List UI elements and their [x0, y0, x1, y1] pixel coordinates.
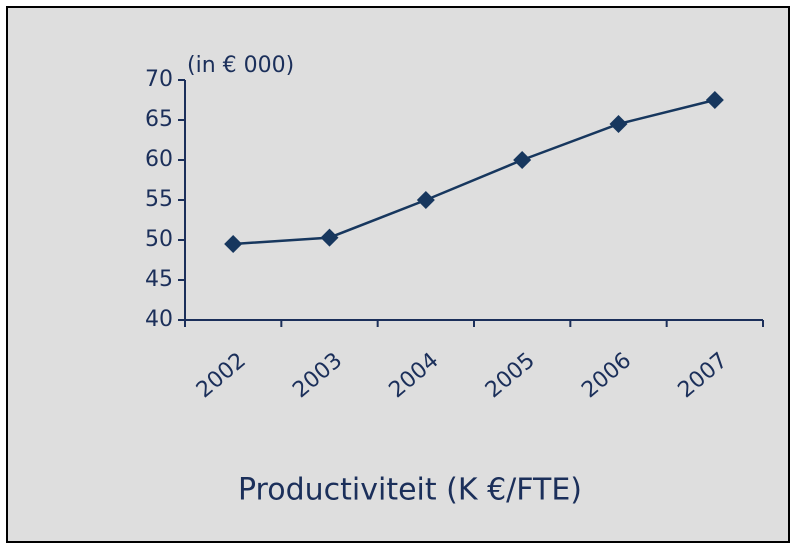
marker: [320, 228, 339, 247]
marker: [513, 151, 532, 169]
y-tick-label: 40: [145, 307, 173, 332]
y-tick-label: 50: [145, 227, 173, 252]
marker: [609, 115, 628, 133]
y-tick-label: 70: [145, 67, 173, 92]
marker: [705, 91, 724, 109]
y-tick-label: 60: [145, 147, 173, 172]
y-axis-label: (in € 000): [187, 53, 294, 78]
marker: [224, 235, 243, 253]
y-tick-label: 45: [145, 267, 173, 292]
marker: [416, 191, 435, 209]
y-tick-label: 55: [145, 187, 173, 212]
line: [233, 98, 716, 246]
y-tick-label: 65: [145, 107, 173, 132]
chart-background: [6, 6, 790, 543]
chart-title: Productiviteit (K €/FTE): [238, 473, 582, 508]
